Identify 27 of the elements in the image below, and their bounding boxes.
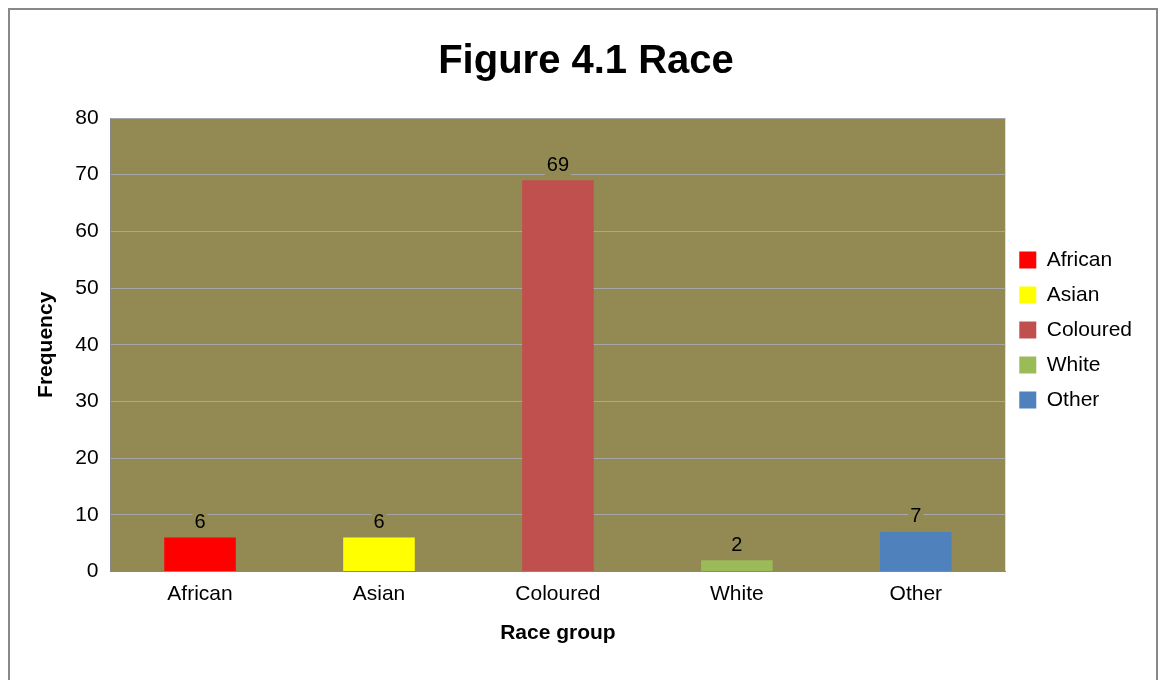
data-label: 6 <box>373 510 385 533</box>
y-tick-label: 70 <box>75 161 99 185</box>
y-tick-label: 30 <box>75 388 99 412</box>
legend-label: White <box>1046 351 1101 375</box>
data-label: 2 <box>731 532 743 555</box>
y-tick-label: 50 <box>75 274 99 298</box>
y-tick-label: 10 <box>75 501 99 525</box>
y-tick-label: 80 <box>75 104 99 128</box>
x-tick-label: Asian <box>352 581 406 604</box>
x-tick-label: Other <box>889 581 943 604</box>
data-label: 7 <box>910 504 922 527</box>
y-tick-label: 20 <box>75 445 99 468</box>
y-tick-label: 60 <box>75 218 99 242</box>
y-tick-label: 0 <box>86 558 99 582</box>
x-tick-label: White <box>710 581 764 604</box>
chart-title: Figure 4.1 Race <box>438 37 734 82</box>
legend-label: Other <box>1046 386 1100 410</box>
y-axis-title: Frequency <box>33 291 57 398</box>
x-tick-label: Coloured <box>515 581 601 604</box>
legend-label: African <box>1046 246 1113 270</box>
legend-label: Coloured <box>1046 316 1133 340</box>
y-tick-label: 40 <box>75 331 99 355</box>
x-axis-title: Race group <box>500 620 616 644</box>
data-label: 6 <box>194 510 206 533</box>
x-tick-label: African <box>167 581 233 604</box>
data-label: 69 <box>546 152 570 175</box>
legend-label: Asian <box>1046 281 1100 305</box>
